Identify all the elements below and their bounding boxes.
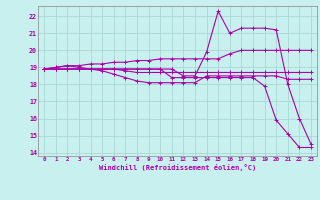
X-axis label: Windchill (Refroidissement éolien,°C): Windchill (Refroidissement éolien,°C) bbox=[99, 164, 256, 171]
